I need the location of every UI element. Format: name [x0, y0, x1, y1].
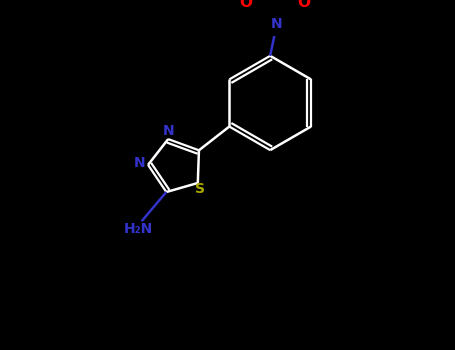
Text: N: N [271, 18, 283, 32]
Text: N: N [162, 125, 174, 139]
Text: H₂N: H₂N [123, 222, 153, 236]
Text: O: O [239, 0, 252, 10]
Text: S: S [195, 182, 205, 196]
Text: O: O [298, 0, 310, 10]
Text: N: N [134, 156, 146, 170]
